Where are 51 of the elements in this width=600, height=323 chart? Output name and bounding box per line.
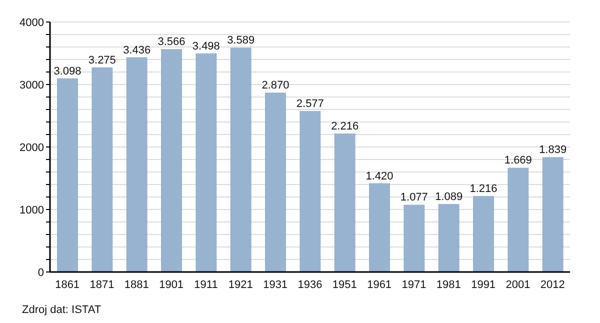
x-tick-label: 2012 (540, 278, 565, 291)
text: Zdroj dat: ISTAT (22, 304, 102, 316)
y-tick-label: 2000 (20, 142, 44, 154)
x-tick-label: 1911 (194, 278, 218, 291)
bar (334, 134, 356, 272)
data-label: 1.420 (366, 170, 394, 182)
data-label: 1.669 (504, 154, 532, 167)
data-label: 2.870 (262, 80, 290, 92)
bar (196, 53, 217, 272)
data-label: 2.577 (296, 98, 324, 110)
bar (126, 57, 148, 272)
x-tick-label: 1881 (124, 278, 149, 291)
bar (230, 48, 252, 272)
bar (57, 78, 78, 272)
y-tick-label: 3000 (20, 79, 44, 92)
y-tick-label: 1000 (20, 204, 44, 216)
bar (92, 67, 113, 272)
bar (161, 49, 182, 272)
x-tick-label: 1981 (436, 278, 461, 291)
bar (265, 92, 286, 272)
data-label: 1.839 (539, 144, 567, 156)
bar (404, 204, 425, 272)
data-label: 1.089 (435, 190, 463, 203)
x-tick-label: 1971 (402, 278, 426, 291)
bar (369, 183, 390, 272)
bar (300, 110, 321, 272)
x-tick-label: 1931 (263, 278, 288, 291)
bar (542, 157, 564, 272)
data-label: 3.566 (158, 36, 186, 48)
x-tick-label: 2001 (506, 278, 530, 291)
data-label: 3.589 (227, 34, 255, 47)
data-label: 1.077 (400, 192, 428, 204)
x-tick-label: 1921 (228, 278, 253, 291)
data-label: 3.498 (192, 40, 220, 52)
x-tick-label: 1871 (90, 278, 114, 291)
x-tick-label: 1991 (471, 278, 496, 291)
x-tick-label: 1936 (298, 278, 322, 291)
bar (508, 168, 529, 272)
bar (438, 204, 460, 272)
data-label: 1.216 (470, 183, 498, 195)
y-tick-label: 4000 (20, 16, 44, 29)
y-tick-label: 0 (38, 266, 44, 279)
x-tick-label: 1951 (332, 278, 357, 291)
data-label: 3.098 (54, 65, 82, 78)
x-tick-label: 1961 (367, 278, 392, 291)
x-tick-label: 1861 (55, 278, 80, 291)
x-tick-label: 1901 (159, 278, 184, 291)
data-label: 2.216 (331, 120, 359, 132)
data-label: 3.436 (123, 44, 151, 56)
bar (473, 196, 494, 272)
data-label: 3.275 (88, 54, 116, 66)
